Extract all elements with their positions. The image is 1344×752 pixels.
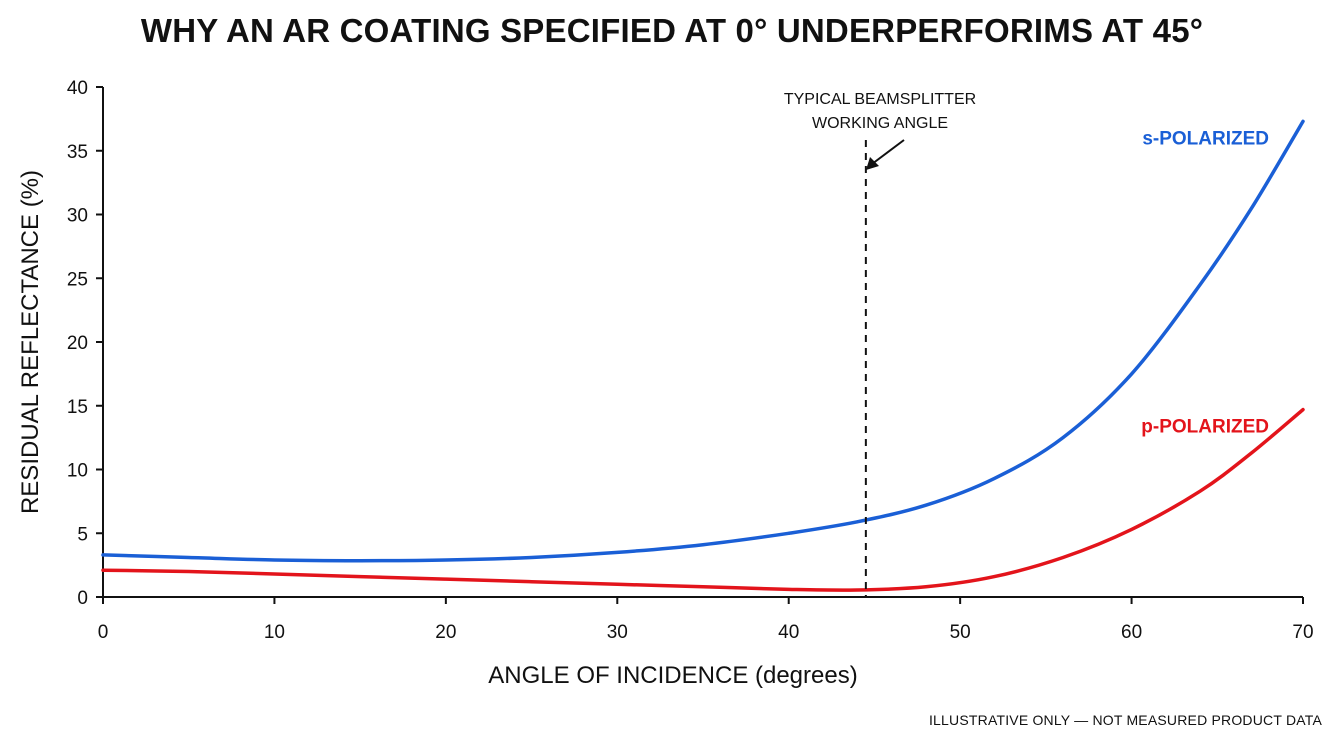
x-tick-label: 60 <box>1121 622 1142 643</box>
chart-title: WHY AN AR COATING SPECIFIED AT 0° UNDERP… <box>140 12 1204 49</box>
y-tick-label: 15 <box>67 397 88 418</box>
annotation-text: TYPICAL BEAMSPLITTER <box>784 91 976 108</box>
annotation-text: WORKING ANGLE <box>812 115 948 132</box>
y-tick-label: 40 <box>67 78 88 99</box>
x-tick-label: 20 <box>435 622 456 643</box>
footnote: ILLUSTRATIVE ONLY — NOT MEASURED PRODUCT… <box>928 712 1322 728</box>
annotation-arrowhead <box>866 157 879 170</box>
y-tick-label: 30 <box>67 206 88 227</box>
series-group: s-POLARIZED p-POLARIZED <box>101 119 1305 592</box>
series-line-s-polarized <box>101 119 1305 563</box>
series-line-p-polarized <box>101 407 1305 592</box>
y-tick-label: 5 <box>77 524 88 545</box>
x-tick-label: 70 <box>1292 622 1313 643</box>
y-tick-label: 0 <box>77 588 88 609</box>
series-label-s-polarized: s-POLARIZED <box>1142 128 1269 149</box>
x-tick-label: 50 <box>950 622 971 643</box>
x-tick-label: 0 <box>98 622 109 643</box>
y-tick-label: 10 <box>67 461 88 482</box>
x-tick-label: 40 <box>778 622 799 643</box>
x-tick-label: 30 <box>607 622 628 643</box>
y-tick-label: 20 <box>67 333 88 354</box>
x-axis-title: ANGLE OF INCIDENCE (degrees) <box>488 662 857 689</box>
axes: 0 5 10 15 20 25 30 35 40 0 10 20 30 40 50 60 70 ANGLE OF … <box>17 78 1314 689</box>
y-tick-label: 25 <box>67 269 88 290</box>
annotation-group: TYPICAL BEAMSPLITTER WORKING ANGLE <box>784 91 976 597</box>
annotation-arrow <box>871 139 905 165</box>
x-tick-label: 10 <box>264 622 285 643</box>
y-axis-title: RESIDUAL REFLECTANCE (%) <box>17 170 44 514</box>
y-tick-label: 35 <box>67 142 88 163</box>
series-label-p-polarized: p-POLARIZED <box>1141 417 1269 438</box>
